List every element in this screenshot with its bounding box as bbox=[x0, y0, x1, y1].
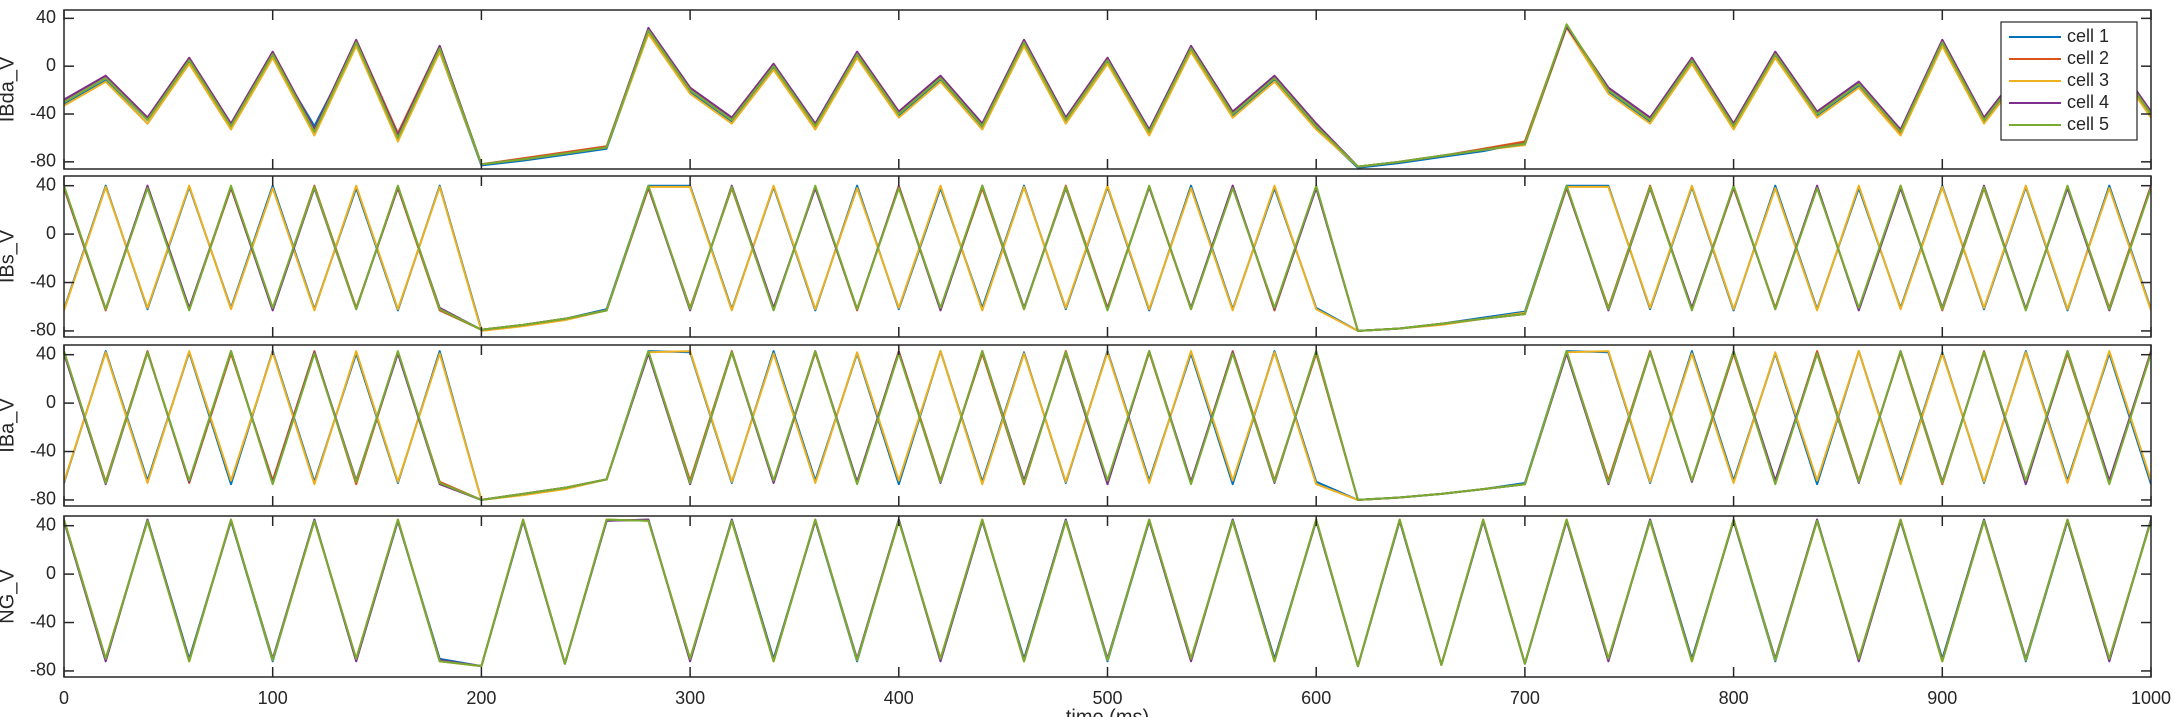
y-tick-label: -80 bbox=[30, 489, 56, 509]
y-tick-label: -40 bbox=[30, 611, 56, 631]
x-tick-label: 0 bbox=[59, 688, 69, 708]
x-tick-label: 700 bbox=[1510, 688, 1540, 708]
y-tick-label: 0 bbox=[46, 392, 56, 412]
y-tick-label: 40 bbox=[36, 174, 56, 194]
y-tick-label: -40 bbox=[30, 271, 56, 291]
y-tick-label: 40 bbox=[36, 7, 56, 27]
plot-lines bbox=[64, 184, 2151, 332]
plot-lines bbox=[64, 23, 2151, 169]
y-tick-label: -40 bbox=[30, 440, 56, 460]
x-tick-label: 800 bbox=[1719, 688, 1749, 708]
y-axis-label: IBa_V bbox=[0, 398, 18, 453]
trace bbox=[64, 184, 2151, 332]
x-tick-label: 900 bbox=[1927, 688, 1957, 708]
legend-label: cell 2 bbox=[2067, 48, 2109, 68]
trace bbox=[64, 518, 2151, 668]
axes-box bbox=[63, 175, 2152, 338]
legend-box bbox=[2000, 21, 2138, 141]
y-axis-label: IBda_V bbox=[0, 56, 18, 122]
trace bbox=[64, 26, 2151, 168]
y-tick-label: -80 bbox=[30, 320, 56, 340]
axes-box bbox=[63, 515, 2152, 678]
y-tick-label: -80 bbox=[30, 151, 56, 171]
legend-label: cell 1 bbox=[2067, 26, 2109, 46]
x-tick-label: 600 bbox=[1301, 688, 1331, 708]
x-tick-label: 500 bbox=[1092, 688, 1122, 708]
plot-lines bbox=[64, 518, 2151, 668]
y-tick-label: 0 bbox=[46, 55, 56, 75]
x-tick-label: 400 bbox=[884, 688, 914, 708]
plot-lines bbox=[64, 350, 2151, 501]
legend-label: cell 5 bbox=[2067, 114, 2109, 134]
trace bbox=[64, 350, 2151, 501]
trace bbox=[64, 23, 2151, 168]
legend-label: cell 3 bbox=[2067, 70, 2109, 90]
x-tick-label: 1000 bbox=[2131, 688, 2171, 708]
y-tick-label: 40 bbox=[36, 514, 56, 534]
legend-label: cell 4 bbox=[2067, 92, 2109, 112]
y-tick-label: -40 bbox=[30, 103, 56, 123]
y-tick-label: 40 bbox=[36, 343, 56, 363]
y-axis-label: IBs_V bbox=[0, 229, 18, 283]
x-tick-label: 100 bbox=[258, 688, 288, 708]
y-tick-label: 0 bbox=[46, 223, 56, 243]
y-tick-label: -80 bbox=[30, 660, 56, 680]
trace bbox=[64, 25, 2151, 168]
x-tick-label: 200 bbox=[466, 688, 496, 708]
x-tick-label: 300 bbox=[675, 688, 705, 708]
y-tick-label: 0 bbox=[46, 563, 56, 583]
x-axis-label: time (ms) bbox=[1066, 706, 1149, 717]
y-axis-label: NG_V bbox=[0, 569, 18, 624]
